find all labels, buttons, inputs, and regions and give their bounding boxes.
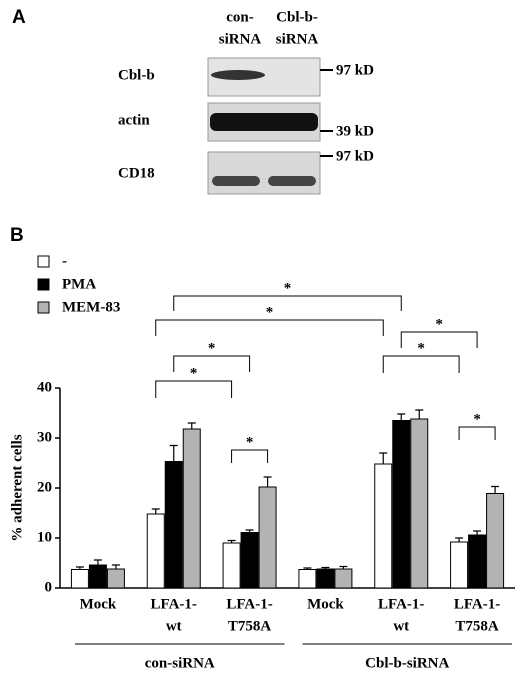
significance-bracket (231, 449, 269, 463)
significance-label: * (208, 340, 216, 356)
bar (486, 493, 505, 589)
bar (392, 420, 411, 589)
marker-label: 39 kD (336, 123, 374, 139)
blot-label: Cbl-b (118, 67, 155, 83)
error-bar (379, 452, 388, 464)
x-tick-label: LFA-1- (454, 596, 500, 612)
bar (164, 461, 183, 589)
error-bar (491, 485, 500, 494)
significance-bracket (400, 331, 478, 348)
bar (334, 568, 353, 589)
error-bar (415, 409, 424, 419)
significance-label: * (417, 340, 425, 356)
significance-label: * (435, 316, 443, 332)
significance-label: * (246, 434, 254, 450)
y-axis-label: % adherent cells (9, 434, 25, 541)
significance-bracket (155, 319, 384, 336)
bar (106, 568, 125, 589)
group-label: con-siRNA (145, 655, 215, 671)
band (268, 176, 316, 186)
lane-label: siRNA (219, 31, 262, 47)
error-bar (397, 413, 406, 421)
y-tick-label: 20 (37, 479, 52, 495)
x-tick-label: Mock (307, 596, 344, 612)
legend-swatch (37, 301, 50, 314)
bar (70, 569, 89, 589)
error-bar (111, 564, 120, 569)
legend-label: PMA (62, 276, 96, 292)
blot-label: CD18 (118, 165, 155, 181)
band (210, 113, 318, 131)
error-bar (151, 508, 160, 514)
x-tick-label: LFA-1- (151, 596, 197, 612)
bar (222, 542, 241, 589)
bar (374, 463, 393, 589)
bar (88, 564, 107, 589)
blot (207, 151, 321, 195)
panel-label: A (12, 7, 26, 28)
legend-swatch (37, 278, 50, 291)
lane-label: con- (226, 9, 254, 25)
significance-bracket (173, 295, 402, 311)
error-bar (93, 559, 102, 565)
bar (298, 569, 317, 589)
panel-label: B (10, 225, 24, 246)
error-bar (169, 444, 178, 462)
lane-label: Cbl-b- (276, 9, 318, 25)
bar (240, 532, 259, 589)
marker-label: 97 kD (336, 62, 374, 78)
x-tick-label: wt (393, 618, 409, 634)
x-tick-label: Mock (80, 596, 117, 612)
bar (468, 534, 487, 589)
significance-label: * (266, 304, 274, 320)
significance-bracket (155, 380, 233, 398)
error-bar (455, 537, 464, 542)
x-tick-label: T758A (228, 618, 272, 634)
bar (410, 418, 429, 589)
error-bar (187, 422, 196, 429)
x-tick-label: LFA-1- (378, 596, 424, 612)
significance-label: * (284, 280, 292, 296)
bar (182, 428, 201, 589)
significance-label: * (473, 411, 481, 427)
significance-label: * (190, 365, 198, 381)
x-tick-label: T758A (455, 618, 499, 634)
y-tick-label: 40 (37, 379, 52, 395)
significance-bracket (458, 426, 496, 440)
significance-bracket (382, 355, 460, 373)
marker-label: 97 kD (336, 148, 374, 164)
legend-swatch (37, 255, 50, 268)
x-tick-label: LFA-1- (226, 596, 272, 612)
blot-label: actin (118, 112, 150, 128)
bar (450, 541, 469, 589)
legend-label: MEM-83 (62, 299, 120, 315)
y-tick-label: 30 (37, 429, 52, 445)
legend-label: - (62, 253, 67, 269)
error-bar (263, 476, 272, 487)
bar (146, 513, 165, 589)
lane-label: siRNA (276, 31, 319, 47)
y-tick-label: 0 (45, 579, 53, 595)
band (211, 70, 265, 80)
y-tick-label: 10 (37, 529, 52, 545)
significance-bracket (173, 355, 251, 372)
band (212, 176, 260, 186)
bar (258, 486, 277, 589)
bar (316, 568, 335, 589)
error-bar (473, 530, 482, 535)
group-label: Cbl-b-siRNA (365, 655, 449, 671)
x-tick-label: wt (166, 618, 182, 634)
